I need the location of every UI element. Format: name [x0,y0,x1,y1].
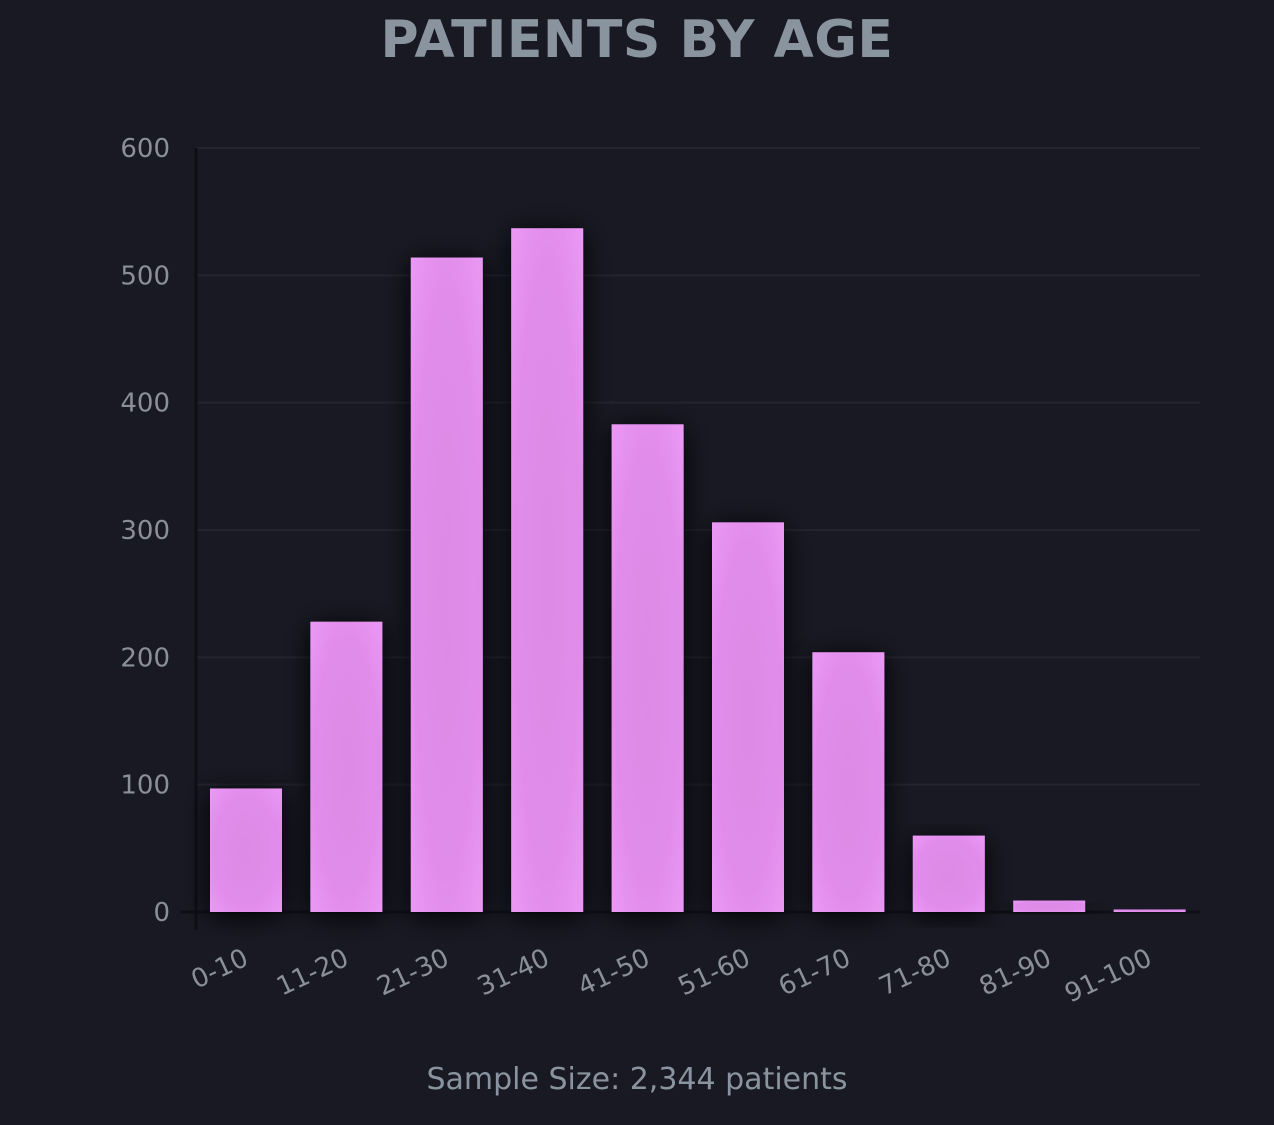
bar-51-60 [712,522,784,912]
x-tick-label-81-90: 81-90 [975,943,1056,1002]
bar-91-100 [1113,909,1186,912]
x-tick-label-61-70: 61-70 [774,943,855,1002]
bar-21-30 [410,257,483,912]
x-tick-label-11-20: 11-20 [272,943,353,1002]
bar-0-10 [210,788,282,912]
y-tick-label-200: 200 [120,643,170,673]
x-tick-label-91-100: 91-100 [1060,943,1156,1009]
bar-61-70 [812,652,885,912]
bar-31-40 [511,228,584,913]
x-tick-label-0-10: 0-10 [187,943,253,995]
x-axis-ticks: 0-10 11-20 21-30 31-40 41-50 51-60 61-70 71-80 8… [187,943,1157,1009]
y-tick-label-0: 0 [153,898,170,928]
bar-11-20 [310,621,383,912]
y-axis-ticks: 0 100 200 300 400 500 600 [120,134,170,928]
y-tick-label-500: 500 [120,261,170,291]
bar-41-50 [611,424,684,912]
bar-81-90 [1013,900,1086,912]
bars [210,228,1186,913]
x-tick-label-71-80: 71-80 [875,943,956,1002]
x-tick-label-51-60: 51-60 [674,943,755,1002]
y-tick-label-600: 600 [120,134,170,164]
x-tick-label-21-30: 21-30 [373,943,454,1002]
chart-title: PATIENTS BY AGE [380,10,894,70]
x-tick-label-41-50: 41-50 [573,943,654,1002]
y-tick-label-100: 100 [120,771,170,801]
sample-size-note: Sample Size: 2,344 patients [426,1062,848,1097]
x-tick-label-31-40: 31-40 [473,943,554,1002]
y-tick-label-300: 300 [120,516,170,546]
y-tick-label-400: 400 [120,389,170,419]
bar-71-80 [912,835,985,912]
